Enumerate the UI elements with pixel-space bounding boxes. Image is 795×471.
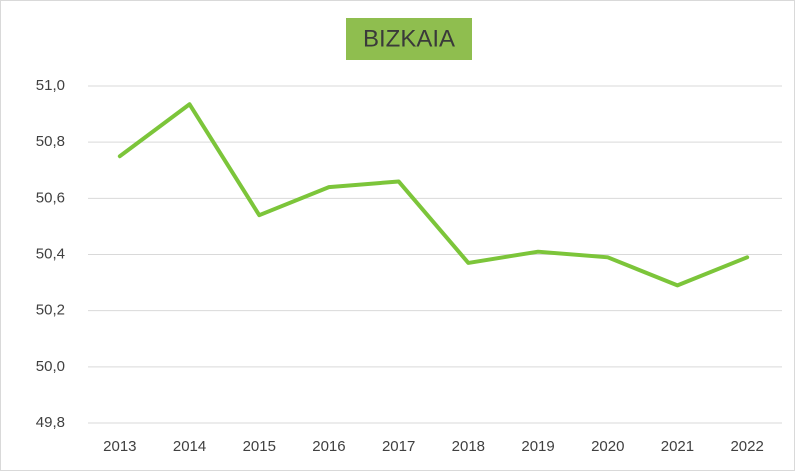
- y-tick-label: 49,8: [36, 414, 65, 431]
- x-tick-label: 2019: [521, 438, 554, 455]
- series-line: [117, 102, 750, 288]
- x-tick-label: 2014: [173, 438, 206, 455]
- y-tick-label: 50,6: [36, 189, 65, 206]
- y-tick-label: 50,0: [36, 358, 65, 375]
- x-tick-label: 2020: [591, 438, 624, 455]
- y-tick-label: 51,0: [36, 77, 65, 94]
- x-tick-label: 2017: [382, 438, 415, 455]
- y-tick-label: 50,4: [36, 245, 65, 262]
- x-tick-label: 2018: [452, 438, 485, 455]
- x-tick-label: 2021: [661, 438, 694, 455]
- y-tick-label: 50,2: [36, 302, 65, 319]
- x-tick-label: 2015: [243, 438, 276, 455]
- title-box: [346, 18, 472, 60]
- chart-title: BIZKAIA: [363, 25, 455, 52]
- y-tick-label: 50,8: [36, 133, 65, 150]
- x-tick-label: 2022: [730, 438, 763, 455]
- x-tick-label: 2013: [103, 438, 136, 455]
- x-tick-label: 2016: [312, 438, 345, 455]
